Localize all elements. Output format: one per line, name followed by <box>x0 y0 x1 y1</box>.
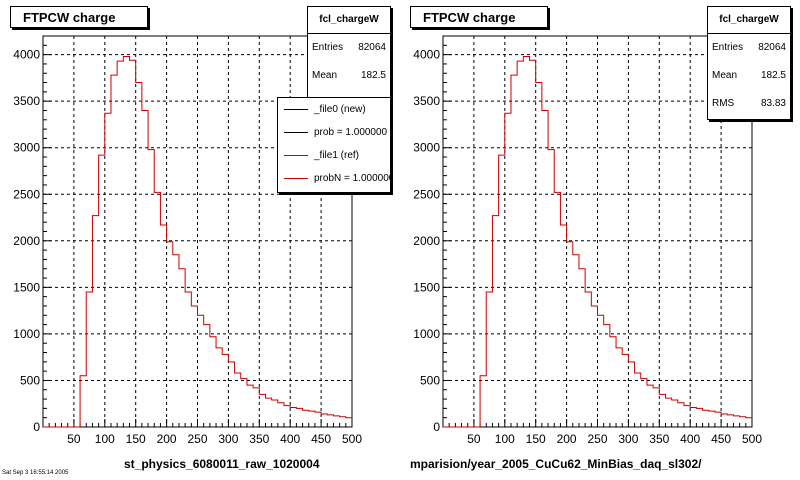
x-tick-label: 500 <box>342 432 362 446</box>
left-stats-entries-row: Entries 82064 <box>308 34 390 62</box>
y-tick-label: 1500 <box>13 280 40 294</box>
x-tick-label: 150 <box>526 432 546 446</box>
x-tick-label: 200 <box>557 432 577 446</box>
x-tick-label: 300 <box>618 432 638 446</box>
x-tick-label: 250 <box>587 432 607 446</box>
legend-line-file0 <box>284 109 308 110</box>
right-stats-rms-label: RMS <box>712 98 735 109</box>
x-tick-label: 500 <box>742 432 762 446</box>
right-stats-entries-row: Entries 82064 <box>708 34 790 62</box>
y-tick-label: 3000 <box>413 141 440 155</box>
y-tick-label: 2500 <box>13 187 40 201</box>
x-tick-label: 450 <box>711 432 731 446</box>
x-tick-label: 100 <box>495 432 515 446</box>
x-tick-label: 50 <box>67 432 81 446</box>
x-tick-label: 300 <box>218 432 238 446</box>
y-tick-label: 2000 <box>13 234 40 248</box>
x-tick-label: 50 <box>467 432 481 446</box>
legend-line-file1 <box>284 155 308 156</box>
y-tick-label: 3500 <box>13 94 40 108</box>
right-stats-mean-value: 182.5 <box>760 70 786 81</box>
x-tick-label: 400 <box>280 432 300 446</box>
right-stats-entries-label: Entries <box>712 42 744 53</box>
histogram-series-line <box>43 55 352 428</box>
legend-label-probn: probN = 1.000000 <box>314 173 391 184</box>
left-stats-entries-value: 82064 <box>358 42 386 53</box>
y-tick-label: 500 <box>420 373 440 387</box>
left-plot-title: FTPCW charge <box>10 6 148 28</box>
right-stats-mean-label: Mean <box>712 70 738 81</box>
legend-entry-file1: _file1 (ref) <box>278 144 390 167</box>
x-tick-label: 400 <box>680 432 700 446</box>
y-tick-label: 1000 <box>13 327 40 341</box>
y-tick-label: 1000 <box>413 327 440 341</box>
left-plot-title-text: FTPCW charge <box>23 10 116 25</box>
y-tick-label: 4000 <box>413 48 440 62</box>
left-stats-name: fcl_chargeW <box>308 7 390 34</box>
y-tick-label: 2000 <box>413 234 440 248</box>
left-file-label: st_physics_6080011_raw_1020004 <box>124 457 320 471</box>
y-tick-label: 2500 <box>413 187 440 201</box>
footer-timestamp: Sat Sep 3 16:55:14 2005 <box>2 470 69 476</box>
legend-label-prob: prob = 1.000000 <box>314 127 388 138</box>
right-stats-entries-value: 82064 <box>758 42 786 53</box>
right-plot-title-text: FTPCW charge <box>423 10 516 25</box>
legend-entry-probn: probN = 1.000000 <box>278 167 390 190</box>
legend-line-prob <box>284 132 308 133</box>
histogram-plot-right: 50 100 150 200 250 300 350 400 450 500 0 500 1000 150… <box>413 35 762 446</box>
left-stats-box: fcl_chargeW Entries 82064 Mean 182.5 <box>307 6 391 102</box>
x-tick-label: 250 <box>187 432 207 446</box>
x-tick-label: 350 <box>249 432 269 446</box>
x-tick-label: 450 <box>311 432 331 446</box>
left-stats-entries-label: Entries <box>312 42 344 53</box>
y-tick-label: 0 <box>433 420 440 434</box>
histogram-series-line <box>443 55 752 428</box>
right-file-label: mparision/year_2005_CuCu62_MinBias_daq_s… <box>410 457 702 471</box>
y-tick-label: 1500 <box>413 280 440 294</box>
x-tick-label: 350 <box>649 432 669 446</box>
legend-label-file1: _file1 (ref) <box>314 150 360 161</box>
legend-label-file0: _file0 (new) <box>314 104 366 115</box>
right-stats-rms-value: 83.83 <box>760 98 786 109</box>
x-tick-label: 200 <box>157 432 177 446</box>
right-plot-title: FTPCW charge <box>410 6 548 28</box>
left-legend-box: _file0 (new) prob = 1.000000 _file1 (ref… <box>277 97 391 193</box>
legend-line-probn <box>284 178 308 179</box>
left-stats-mean-value: 182.5 <box>360 70 386 81</box>
left-stats-mean-label: Mean <box>312 70 338 81</box>
y-tick-label: 0 <box>33 420 40 434</box>
x-tick-label: 100 <box>95 432 115 446</box>
right-stats-name: fcl_chargeW <box>708 7 790 34</box>
x-tick-label: 150 <box>126 432 146 446</box>
left-stats-mean-row: Mean 182.5 <box>308 62 390 90</box>
right-stats-rms-row: RMS 83.83 <box>708 90 790 118</box>
legend-entry-prob: prob = 1.000000 <box>278 121 390 144</box>
y-tick-label: 4000 <box>13 48 40 62</box>
y-tick-label: 500 <box>20 373 40 387</box>
right-stats-mean-row: Mean 182.5 <box>708 62 790 90</box>
y-tick-label: 3000 <box>13 141 40 155</box>
right-stats-box: fcl_chargeW Entries 82064 Mean 182.5 RMS… <box>707 6 791 120</box>
legend-entry-file0: _file0 (new) <box>278 98 390 121</box>
y-tick-label: 3500 <box>413 94 440 108</box>
